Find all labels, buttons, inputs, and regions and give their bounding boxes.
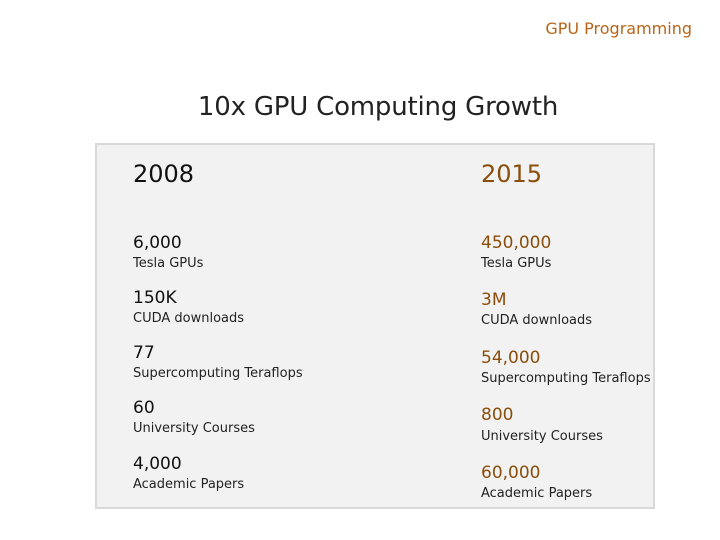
- stat-value-teraflops: 77: [133, 343, 155, 363]
- stat-value-university-courses: 60: [133, 398, 155, 418]
- slide-title: 10x GPU Computing Growth: [197, 92, 559, 122]
- stat-label-university-courses: University Courses: [481, 429, 603, 444]
- stat-label-tesla-gpus: Tesla GPUs: [133, 256, 204, 271]
- stat-label-university-courses: University Courses: [133, 421, 255, 436]
- stat-label-academic-papers: Academic Papers: [481, 486, 593, 501]
- stat-value-tesla-gpus: 450,000: [481, 233, 552, 253]
- stat-value-academic-papers: 4,000: [133, 454, 182, 474]
- stat-value-university-courses: 800: [481, 405, 514, 425]
- stat-label-cuda-downloads: CUDA downloads: [481, 313, 593, 328]
- stat-value-academic-papers: 60,000: [481, 463, 541, 483]
- stat-label-teraflops: Supercomputing Teraflops: [481, 371, 651, 386]
- year-heading: 2008: [133, 160, 195, 188]
- section-title: GPU Programming: [545, 19, 692, 38]
- comparison-panel: 2008 6,000 Tesla GPUs 150K CUDA download…: [95, 143, 655, 509]
- stat-label-academic-papers: Academic Papers: [133, 477, 245, 492]
- stat-label-tesla-gpus: Tesla GPUs: [481, 256, 552, 271]
- stat-value-cuda-downloads: 3M: [481, 290, 507, 310]
- stat-value-tesla-gpus: 6,000: [133, 233, 182, 253]
- stat-value-teraflops: 54,000: [481, 348, 541, 368]
- year-heading: 2015: [481, 160, 543, 188]
- stat-label-teraflops: Supercomputing Teraflops: [133, 366, 303, 381]
- stat-label-cuda-downloads: CUDA downloads: [133, 311, 245, 326]
- stat-value-cuda-downloads: 150K: [133, 288, 177, 308]
